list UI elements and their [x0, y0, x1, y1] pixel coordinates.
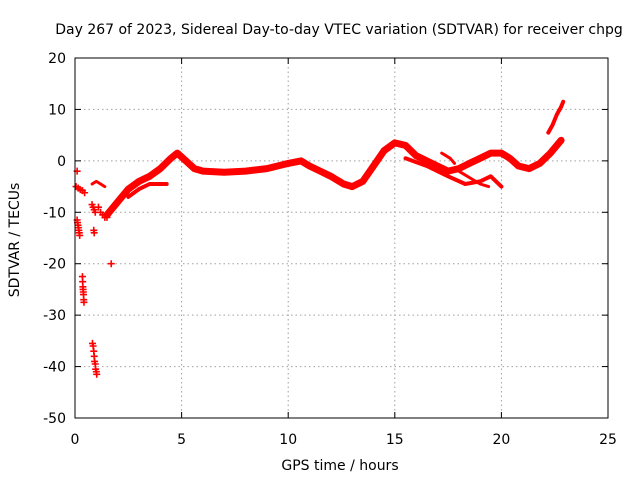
plot-frame [74, 57, 609, 419]
x-tick-label: 15 [386, 432, 404, 448]
x-tick-label: 20 [492, 432, 510, 448]
x-tick-label: 5 [177, 432, 186, 448]
series-band-e [546, 99, 566, 135]
data-point [94, 203, 102, 211]
series-band-d [90, 179, 107, 189]
axes: 0 5 10 15 20 25 -50 -40 -30 -20 -10 0 10 20 [43, 51, 617, 448]
series-band-c [403, 156, 504, 189]
data-point [93, 370, 101, 378]
y-tick-label: 0 [57, 154, 66, 170]
y-tick-label: 10 [48, 102, 66, 118]
y-tick-label: -10 [43, 205, 66, 221]
data-point [103, 213, 111, 221]
y-tick-label: -50 [43, 411, 66, 427]
data-layer [72, 99, 566, 378]
series-band-a [103, 136, 565, 219]
x-tick-label: 0 [71, 432, 80, 448]
grid [75, 58, 608, 418]
y-axis-label: SDTVAR / TECUs [7, 183, 23, 298]
data-point [80, 298, 88, 306]
series-band-g [440, 151, 456, 165]
data-point [90, 229, 98, 237]
y-tick-label: -20 [43, 257, 66, 273]
x-axis-label: GPS time / hours [281, 458, 398, 474]
data-point [81, 189, 89, 197]
data-point [107, 260, 115, 268]
y-tick-label: -40 [43, 360, 66, 376]
x-tick-label: 25 [599, 432, 617, 448]
series-band-b [126, 182, 169, 199]
y-tick-label: 20 [48, 51, 66, 67]
y-tick-label: -30 [43, 308, 66, 324]
chart-title: Day 267 of 2023, Sidereal Day-to-day VTE… [55, 22, 623, 38]
series-band-f [453, 167, 491, 189]
x-tick-label: 10 [279, 432, 297, 448]
data-point [76, 231, 84, 239]
